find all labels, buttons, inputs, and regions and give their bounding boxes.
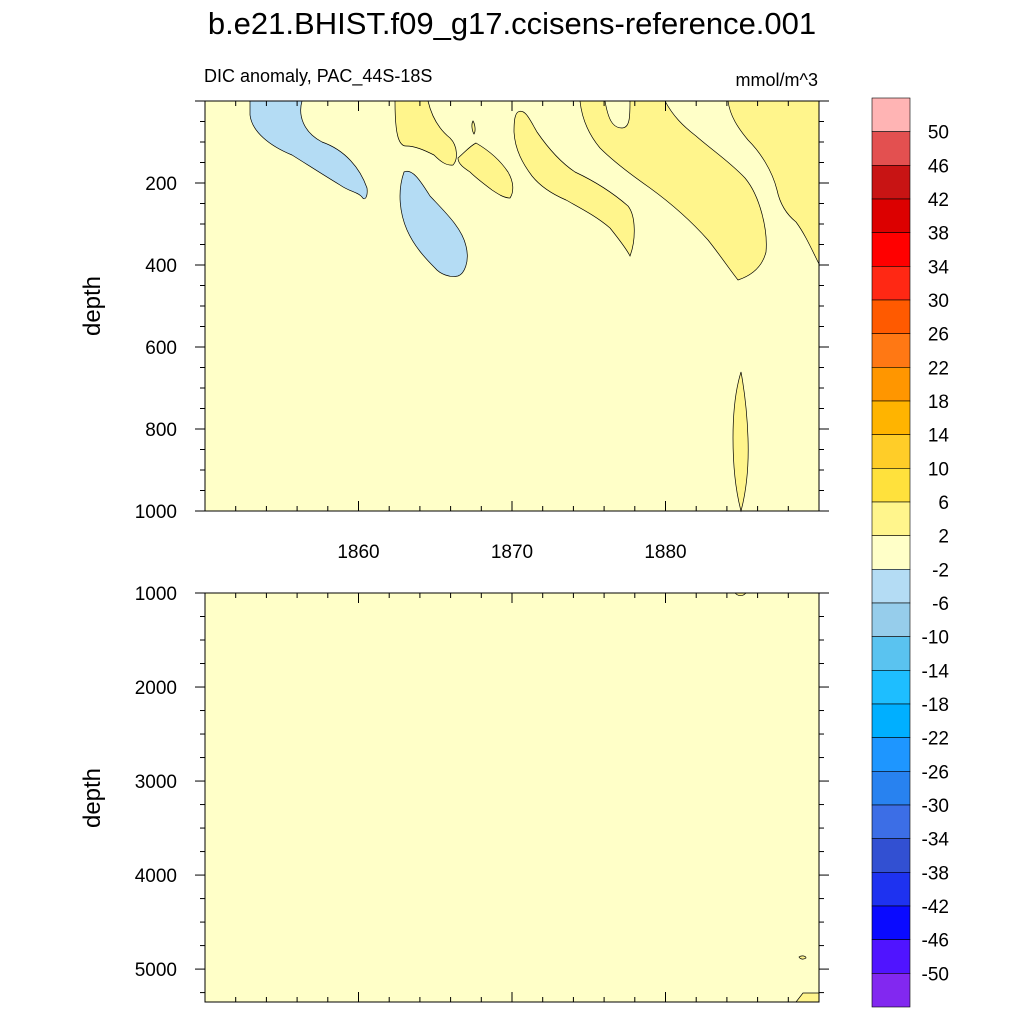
colorbar-swatch [871, 602, 911, 637]
x-tick-label: 1870 [491, 542, 533, 563]
upper-subtitle-right: mmol/m^3 [736, 70, 818, 90]
y-tick-label: 800 [145, 420, 177, 441]
lower-tick-marks [195, 592, 829, 1002]
colorbar-label: 10 [928, 459, 949, 480]
upper-positive-region-5 [727, 100, 820, 265]
colorbar-label: -50 [922, 964, 949, 985]
colorbar-swatch [871, 737, 911, 772]
colorbar-swatch [871, 434, 911, 469]
y-tick-label: 200 [145, 174, 177, 195]
colorbar-label: -46 [922, 931, 949, 952]
colorbar-swatch [871, 804, 911, 839]
colorbar-swatch [871, 400, 911, 435]
colorbar-swatch [871, 939, 911, 974]
y-tick-label: 5000 [135, 960, 177, 981]
colorbar-swatch [871, 367, 911, 402]
colorbar-label: 26 [928, 325, 949, 346]
colorbar-swatch [871, 333, 911, 368]
colorbar-swatch [871, 131, 911, 166]
colorbar-swatch [871, 299, 911, 334]
colorbar-swatch [871, 838, 911, 873]
x-tick-label: 1860 [337, 542, 379, 563]
colorbar-label: 14 [928, 426, 950, 447]
upper-positive-region-3 [513, 110, 635, 257]
colorbar-swatch [871, 569, 911, 604]
colorbar-label: 30 [928, 291, 949, 312]
colorbar-swatch [871, 636, 911, 671]
upper-positive-region-4 [579, 100, 767, 281]
lower-y-axis-label: depth [79, 768, 106, 828]
colorbar-label: -30 [922, 796, 949, 817]
lower-positive-speck-right [798, 955, 807, 960]
colorbar-label: -18 [922, 695, 949, 716]
colorbar-label: -42 [922, 897, 949, 918]
colorbar-label: 42 [928, 190, 949, 211]
colorbar-swatch [871, 703, 911, 738]
colorbar-label: -2 [932, 560, 949, 581]
colorbar-label: 6 [938, 493, 949, 514]
colorbar-label: -38 [922, 863, 949, 884]
figure-title: b.e21.BHIST.f09_g17.ccisens-reference.00… [208, 6, 816, 41]
colorbar-label: 34 [928, 257, 950, 278]
colorbar-label: 22 [928, 358, 949, 379]
y-tick-label: 2000 [135, 678, 177, 699]
colorbar: 50 46 42 38 34 30 26 22 18 14 10 6 2 -2 -6 -10 -14 -18 -22… [871, 97, 950, 1008]
lower-background-field [205, 593, 819, 1002]
colorbar-label: 18 [928, 392, 949, 413]
colorbar-swatch [871, 905, 911, 940]
y-tick-label: 400 [145, 256, 177, 277]
colorbar-swatch [871, 501, 911, 536]
colorbar-label: -22 [922, 729, 949, 750]
lower-panel: 1000 2000 3000 4000 5000 depth [79, 584, 829, 1003]
upper-negative-region-1 [249, 100, 368, 200]
y-tick-label: 3000 [135, 772, 177, 793]
colorbar-swatch [871, 468, 911, 503]
upper-negative-region-2 [399, 170, 468, 277]
colorbar-label: 2 [938, 527, 949, 548]
colorbar-label: 46 [928, 156, 949, 177]
colorbar-label: -10 [922, 628, 949, 649]
upper-y-axis-label: depth [79, 276, 106, 336]
colorbar-label: -14 [922, 661, 950, 682]
upper-panel: 1860 1870 1880 200 400 600 800 1000 depth [79, 100, 829, 563]
colorbar-label: -6 [932, 594, 949, 615]
y-tick-label: 4000 [135, 866, 177, 887]
upper-tick-marks [195, 100, 829, 512]
upper-positive-region-1 [394, 100, 457, 166]
colorbar-swatch [871, 973, 911, 1008]
colorbar-swatch [871, 266, 911, 301]
colorbar-swatch [871, 97, 911, 132]
colorbar-swatch [871, 872, 911, 907]
colorbar-label: 50 [928, 123, 949, 144]
colorbar-swatch [871, 535, 911, 570]
upper-positive-speck [471, 120, 476, 135]
colorbar-swatch [871, 165, 911, 200]
colorbar-swatch [871, 198, 911, 233]
upper-subtitle-left: DIC anomaly, PAC_44S-18S [204, 66, 432, 87]
colorbar-swatch [871, 670, 911, 705]
upper-positive-region-2 [457, 142, 514, 199]
y-tick-label: 600 [145, 338, 177, 359]
y-tick-label: 1000 [135, 584, 177, 605]
x-tick-label: 1880 [644, 542, 686, 563]
colorbar-swatch [871, 232, 911, 267]
colorbar-label: -26 [922, 762, 949, 783]
y-tick-label: 1000 [135, 502, 177, 523]
colorbar-swatch [871, 771, 911, 806]
colorbar-label: -34 [922, 830, 950, 851]
colorbar-label: 38 [928, 224, 949, 245]
